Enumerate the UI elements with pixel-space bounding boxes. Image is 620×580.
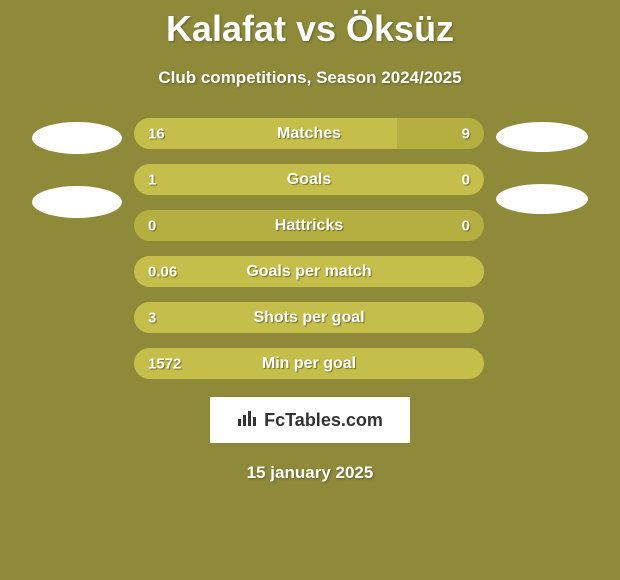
- date-label: 15 january 2025: [0, 463, 620, 483]
- stats-container: 16 Matches 9 1 Goals 0 0 Hattricks 0 0.0…: [134, 118, 484, 379]
- logo-box[interactable]: FcTables.com: [210, 397, 410, 443]
- stat-value-left: 0.06: [148, 263, 177, 280]
- stat-label: Min per goal: [262, 355, 356, 373]
- player-avatar-icon: [496, 184, 588, 214]
- stat-row-shots-per-goal: 3 Shots per goal: [134, 302, 484, 333]
- player-avatar-icon: [32, 186, 122, 218]
- page-title: Kalafat vs Öksüz: [0, 0, 620, 50]
- stat-fill-right: [397, 164, 485, 195]
- stat-value-left: 0: [148, 217, 156, 234]
- stat-value-right: 0: [462, 171, 470, 188]
- stat-row-hattricks: 0 Hattricks 0: [134, 210, 484, 241]
- stat-label: Matches: [277, 125, 341, 143]
- stat-row-matches: 16 Matches 9: [134, 118, 484, 149]
- logo-text: FcTables.com: [264, 410, 383, 431]
- chart-icon: [237, 409, 259, 432]
- comparison-content: 16 Matches 9 1 Goals 0 0 Hattricks 0 0.0…: [0, 118, 620, 379]
- stat-fill-left: [134, 164, 397, 195]
- stat-row-goals: 1 Goals 0: [134, 164, 484, 195]
- stat-label: Goals per match: [246, 263, 371, 281]
- stat-row-goals-per-match: 0.06 Goals per match: [134, 256, 484, 287]
- player-right-avatars: [496, 118, 588, 214]
- player-left-avatars: [32, 118, 122, 218]
- stat-value-right: 9: [462, 125, 470, 142]
- player-avatar-icon: [496, 122, 588, 152]
- stat-fill-left: [134, 118, 397, 149]
- stat-value-left: 1572: [148, 355, 181, 372]
- stat-label: Goals: [287, 171, 331, 189]
- stat-value-right: 0: [462, 217, 470, 234]
- stat-label: Shots per goal: [253, 309, 364, 327]
- player-avatar-icon: [32, 122, 122, 154]
- stat-value-left: 1: [148, 171, 156, 188]
- subtitle: Club competitions, Season 2024/2025: [0, 68, 620, 88]
- stat-value-left: 16: [148, 125, 165, 142]
- stat-label: Hattricks: [275, 217, 343, 235]
- stat-value-left: 3: [148, 309, 156, 326]
- stat-row-min-per-goal: 1572 Min per goal: [134, 348, 484, 379]
